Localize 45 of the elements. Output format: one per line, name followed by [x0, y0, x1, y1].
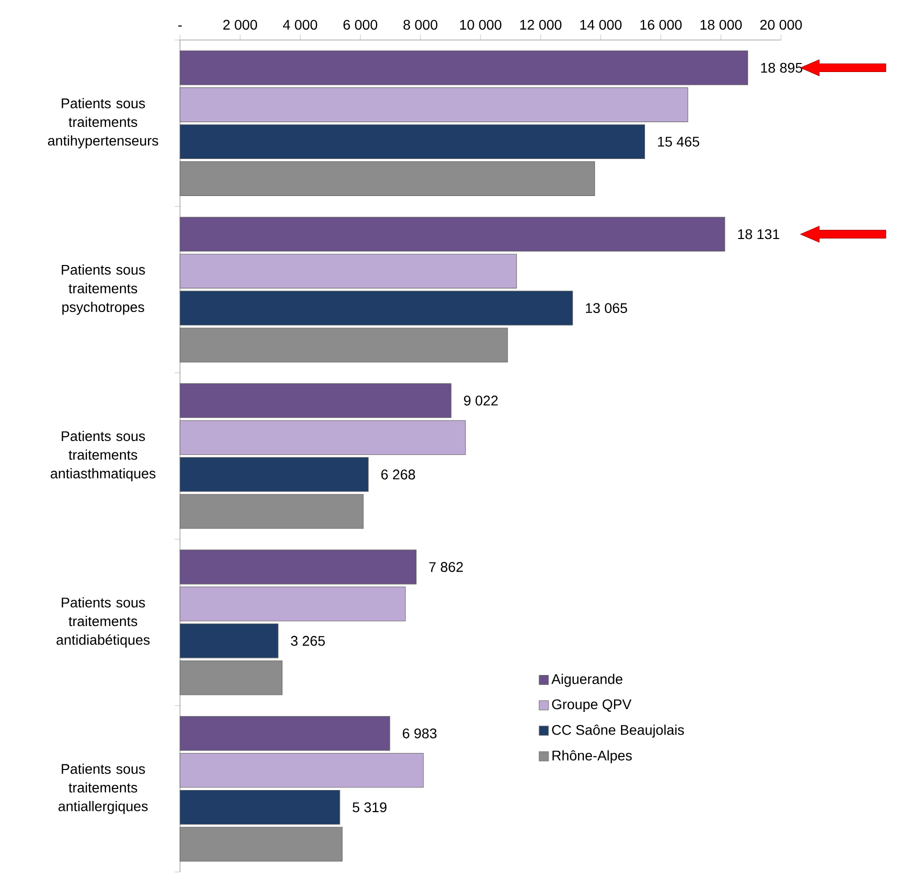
bar	[180, 420, 466, 455]
bar	[180, 624, 278, 658]
data-label: 15 465	[658, 136, 700, 147]
bar	[180, 383, 452, 418]
legend-label: Groupe QPV	[552, 699, 632, 712]
data-label: 18 131	[738, 229, 780, 240]
x-tick-label: 12 000	[520, 20, 562, 30]
data-label: 18 895	[761, 62, 802, 73]
x-tick-label: 2 000	[223, 20, 258, 30]
bar	[180, 550, 417, 584]
x-tick-label: -	[178, 25, 182, 27]
data-label: 9 022	[464, 396, 498, 406]
data-label: 13 065	[586, 303, 628, 314]
x-tick-label: 10 000	[460, 20, 502, 30]
legend-label: Rhône-Alpes	[552, 750, 632, 764]
bar	[180, 254, 517, 288]
bar	[180, 50, 748, 86]
data-label: 6 983	[402, 728, 437, 738]
bar	[180, 124, 645, 160]
y-tick-label: Patients sous traitements antihypertenseurs	[48, 98, 158, 148]
x-tick-label: 8 000	[403, 20, 438, 30]
y-tick-label: Patients sous traitements antidiabétiques	[56, 597, 150, 648]
legend-label: Aiguerande	[551, 674, 622, 687]
bar	[180, 290, 573, 326]
bar	[180, 753, 424, 788]
x-tick-label: 18 000	[700, 20, 742, 30]
bar	[180, 790, 340, 825]
data-label: 7 862	[429, 562, 463, 572]
bar	[180, 716, 390, 751]
bar	[180, 87, 688, 122]
x-tick-label: 14 000	[580, 20, 622, 30]
data-label: 6 268	[381, 470, 416, 480]
legend-label: CC Saône Beaujolais	[552, 724, 684, 738]
bar	[180, 586, 406, 622]
x-tick-label: 6 000	[344, 20, 378, 30]
bar	[180, 457, 369, 492]
x-tick-label: 16 000	[640, 20, 682, 30]
x-tick-label: 4 000	[283, 20, 318, 30]
x-tick-label: 20 000	[760, 20, 802, 30]
data-label: 3 265	[290, 636, 325, 646]
bar	[180, 216, 726, 252]
y-tick-label: Patients sous traitements antiallergiques	[58, 764, 148, 814]
y-tick-label: Patients sous traitements psychotropes	[62, 264, 145, 315]
y-tick-label: Patients sous traitements antiasthmatiques	[50, 430, 156, 482]
data-label: 5 319	[352, 802, 386, 812]
